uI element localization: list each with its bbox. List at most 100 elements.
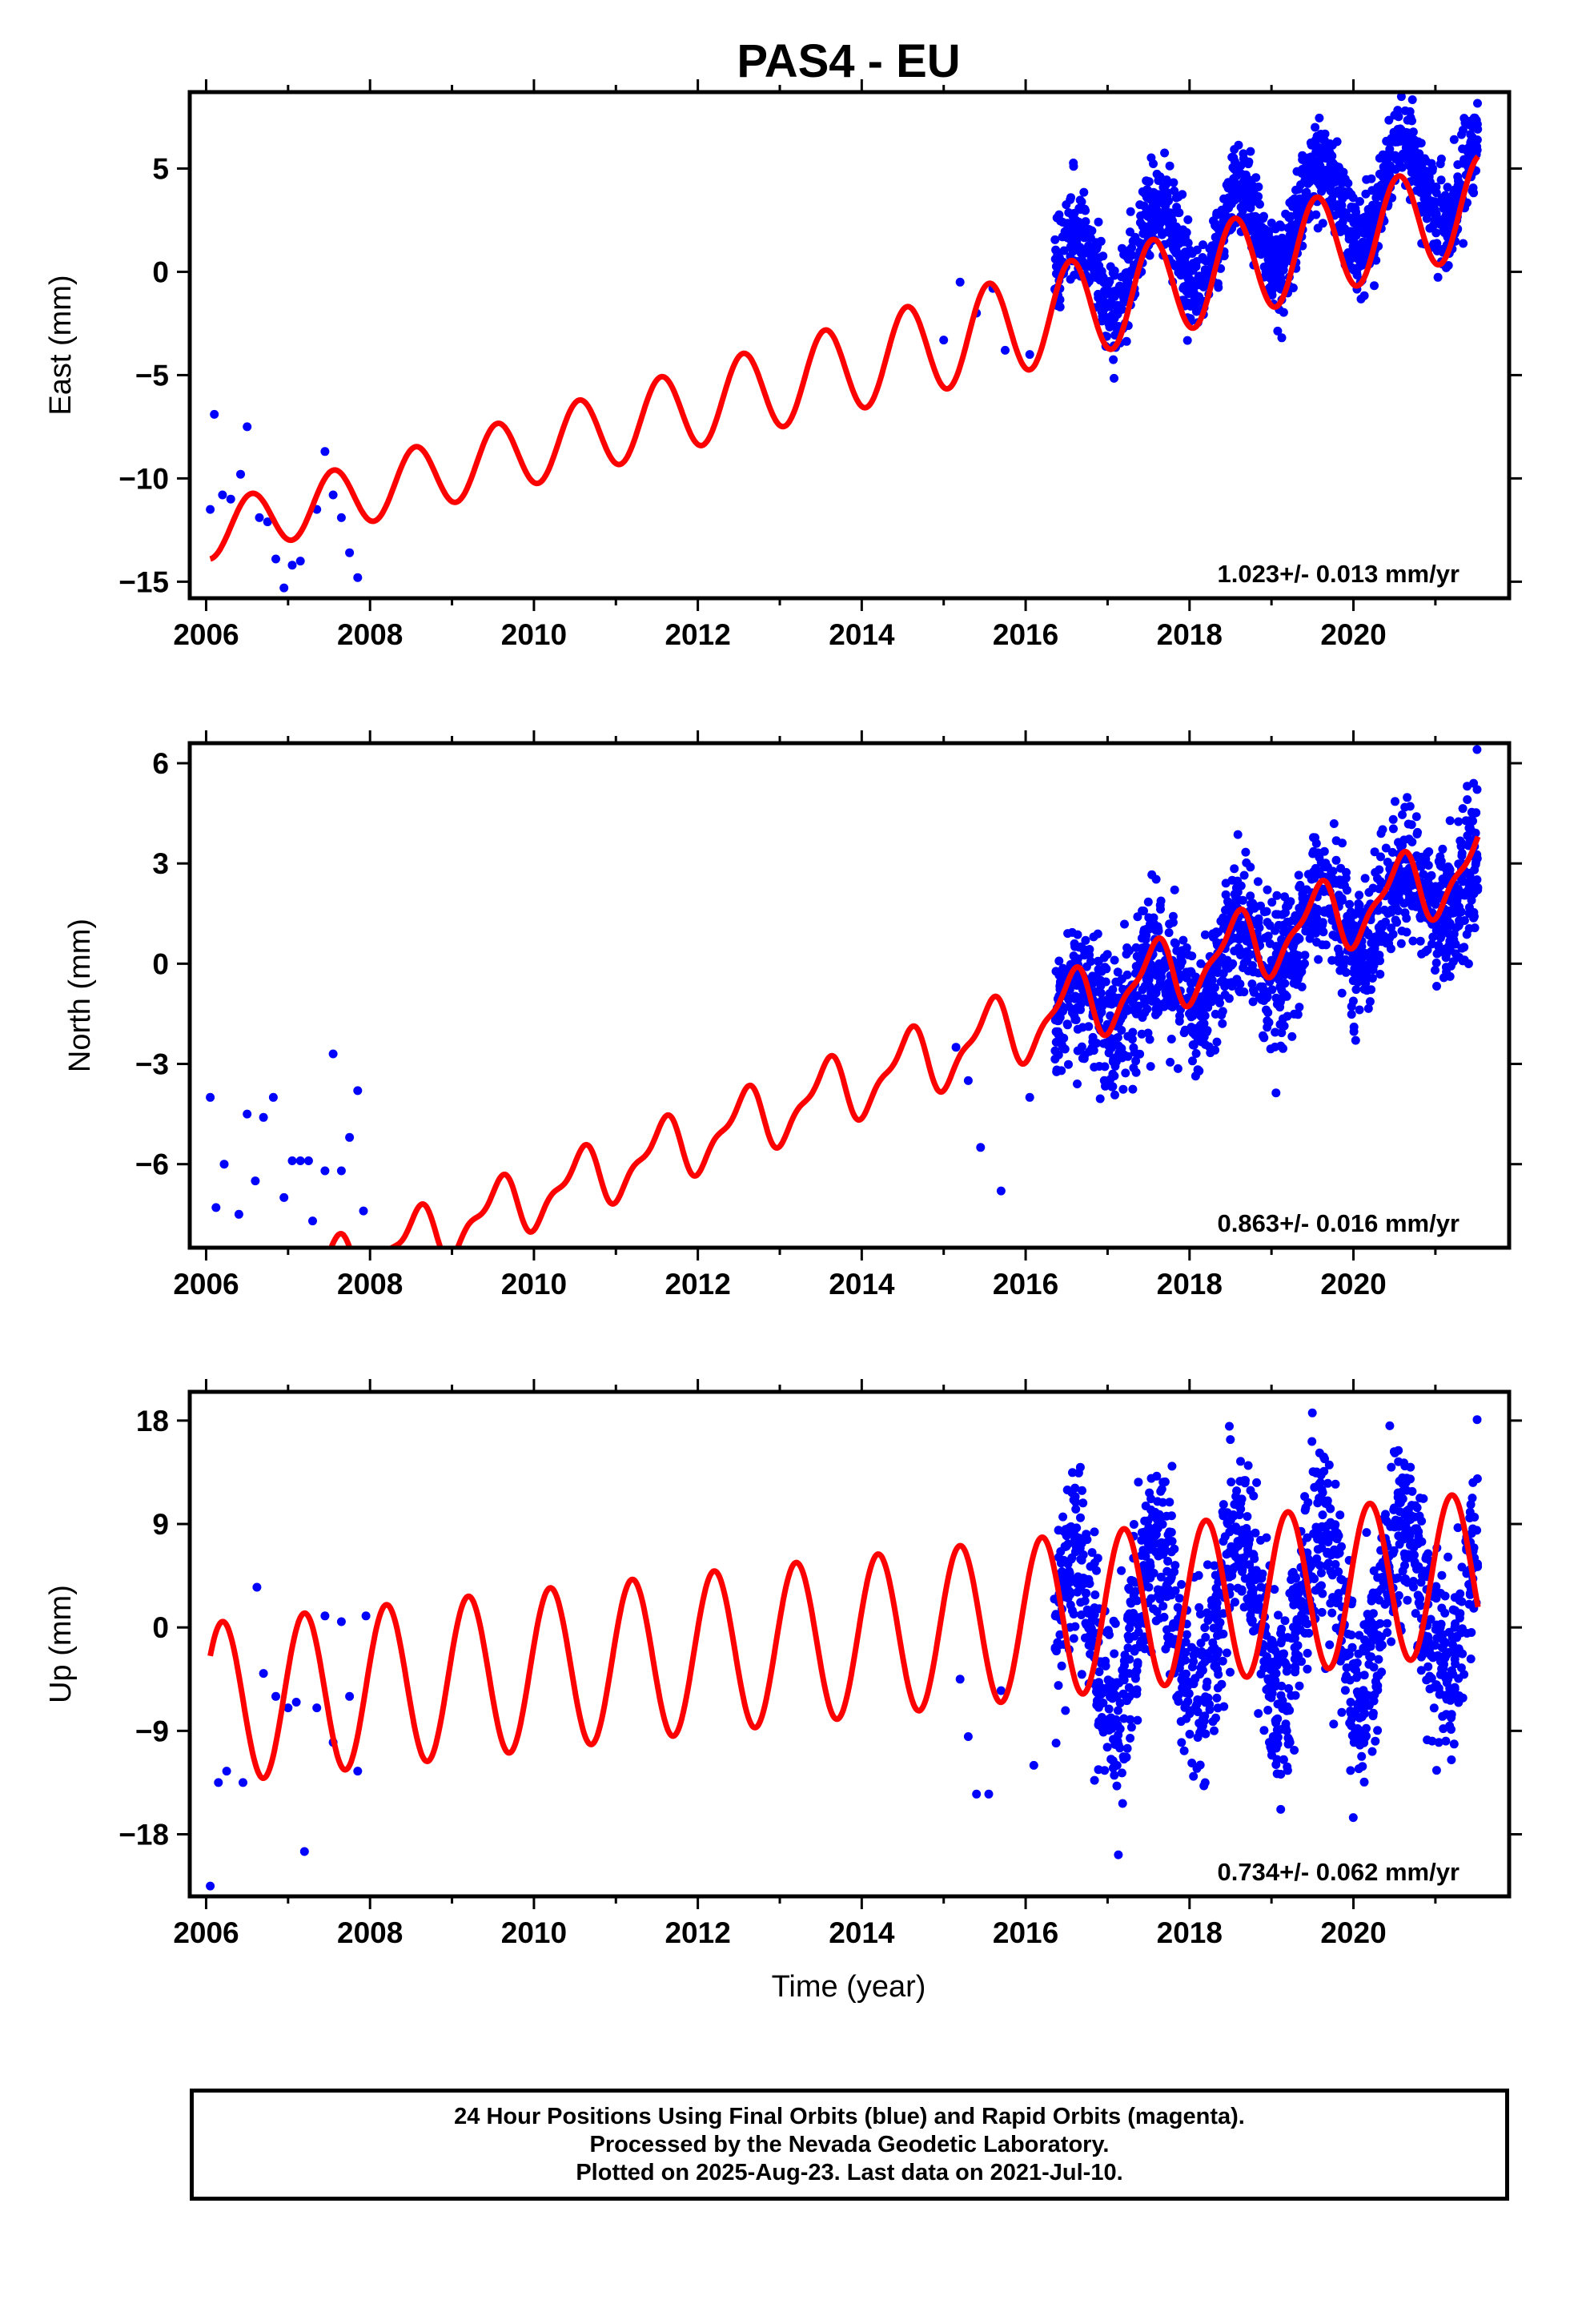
data-point xyxy=(1051,1739,1061,1748)
data-point xyxy=(1404,128,1414,138)
data-point xyxy=(1394,1457,1403,1466)
data-point xyxy=(1208,1717,1218,1727)
data-point xyxy=(1251,1528,1260,1538)
data-point xyxy=(1144,1522,1154,1532)
data-point xyxy=(1407,837,1417,846)
footer-line-1: 24 Hour Positions Using Final Orbits (bl… xyxy=(454,2103,1245,2129)
data-point xyxy=(1230,934,1239,943)
x-tick-label: 2012 xyxy=(665,618,730,651)
data-point xyxy=(1222,1648,1231,1658)
data-point xyxy=(1297,1657,1306,1667)
data-point xyxy=(279,1192,289,1202)
data-point xyxy=(1313,1545,1323,1554)
data-point xyxy=(1236,1457,1245,1466)
data-point xyxy=(1471,828,1480,838)
data-point xyxy=(1162,1633,1172,1642)
data-point xyxy=(1406,1462,1415,1472)
data-point xyxy=(1058,1512,1068,1522)
data-point xyxy=(1054,956,1064,966)
data-point xyxy=(1139,201,1149,211)
data-point xyxy=(1162,1511,1171,1521)
data-point xyxy=(1364,1659,1374,1669)
data-point xyxy=(1332,200,1342,210)
data-point xyxy=(345,548,355,557)
data-point xyxy=(1314,143,1323,152)
data-point xyxy=(218,490,227,500)
data-point xyxy=(1057,1006,1066,1015)
data-point xyxy=(1315,1530,1324,1540)
data-point xyxy=(1186,967,1196,977)
data-point xyxy=(1367,1629,1376,1638)
data-point xyxy=(1279,259,1289,268)
data-point xyxy=(1178,190,1187,199)
data-point xyxy=(1163,1585,1173,1594)
data-point xyxy=(1385,933,1395,943)
data-point xyxy=(1234,1542,1243,1550)
data-point xyxy=(1001,345,1010,355)
data-point xyxy=(1328,1593,1338,1602)
data-point xyxy=(1181,1699,1191,1709)
data-point xyxy=(1412,138,1422,147)
data-point xyxy=(1295,883,1304,892)
data-point xyxy=(1115,1699,1125,1708)
data-point xyxy=(1249,985,1258,995)
data-point xyxy=(1340,224,1350,234)
data-point xyxy=(1181,247,1190,257)
data-point xyxy=(287,1156,297,1165)
data-point xyxy=(1246,147,1255,156)
data-point xyxy=(1204,1610,1214,1620)
y-tick-label: 0 xyxy=(152,255,169,288)
data-point xyxy=(1307,157,1316,167)
data-point xyxy=(1276,1691,1286,1700)
data-point xyxy=(1238,1567,1247,1576)
data-point xyxy=(1162,191,1172,201)
data-point xyxy=(972,1789,982,1799)
data-point xyxy=(1188,1040,1198,1050)
data-point xyxy=(1416,1666,1426,1675)
data-point xyxy=(1079,945,1089,955)
data-point xyxy=(1454,1698,1464,1707)
data-point xyxy=(1149,1604,1158,1614)
data-point xyxy=(1259,241,1269,251)
x-tick-label: 2010 xyxy=(501,1268,567,1301)
data-point xyxy=(1288,1567,1298,1577)
data-point xyxy=(1081,225,1090,235)
data-point xyxy=(1166,1057,1175,1067)
data-point xyxy=(1186,1012,1196,1022)
data-point xyxy=(1173,1063,1182,1073)
data-point xyxy=(1414,1591,1423,1601)
data-point xyxy=(1122,970,1132,979)
data-point xyxy=(1359,1671,1369,1680)
data-point xyxy=(1241,847,1251,857)
data-point xyxy=(1409,1582,1418,1592)
data-point xyxy=(1242,931,1251,940)
data-point xyxy=(1208,932,1218,942)
data-point xyxy=(1343,1629,1353,1638)
data-point xyxy=(1157,1485,1166,1494)
data-point xyxy=(1473,99,1482,108)
data-point xyxy=(1363,1003,1373,1013)
data-point xyxy=(1109,355,1118,364)
data-point xyxy=(1347,190,1356,199)
data-point xyxy=(1473,885,1483,895)
data-point xyxy=(320,1166,330,1176)
data-point xyxy=(1459,239,1468,248)
data-point xyxy=(1067,1606,1077,1615)
data-point xyxy=(1051,262,1061,271)
data-point xyxy=(1117,1566,1126,1575)
data-point xyxy=(1069,159,1078,167)
data-point xyxy=(1269,1657,1279,1667)
data-point xyxy=(1076,1598,1086,1607)
data-point xyxy=(1075,1538,1084,1547)
data-point xyxy=(1365,1652,1375,1662)
data-point xyxy=(1468,46,1477,55)
data-point xyxy=(1315,113,1324,123)
data-point xyxy=(1394,1531,1403,1541)
data-point xyxy=(353,1767,363,1776)
data-point xyxy=(1132,1001,1141,1011)
data-point xyxy=(1195,1728,1205,1738)
data-point xyxy=(1179,259,1189,269)
x-tick-label: 2008 xyxy=(337,1268,403,1301)
data-point xyxy=(1145,1558,1154,1567)
data-point xyxy=(1054,1681,1063,1691)
